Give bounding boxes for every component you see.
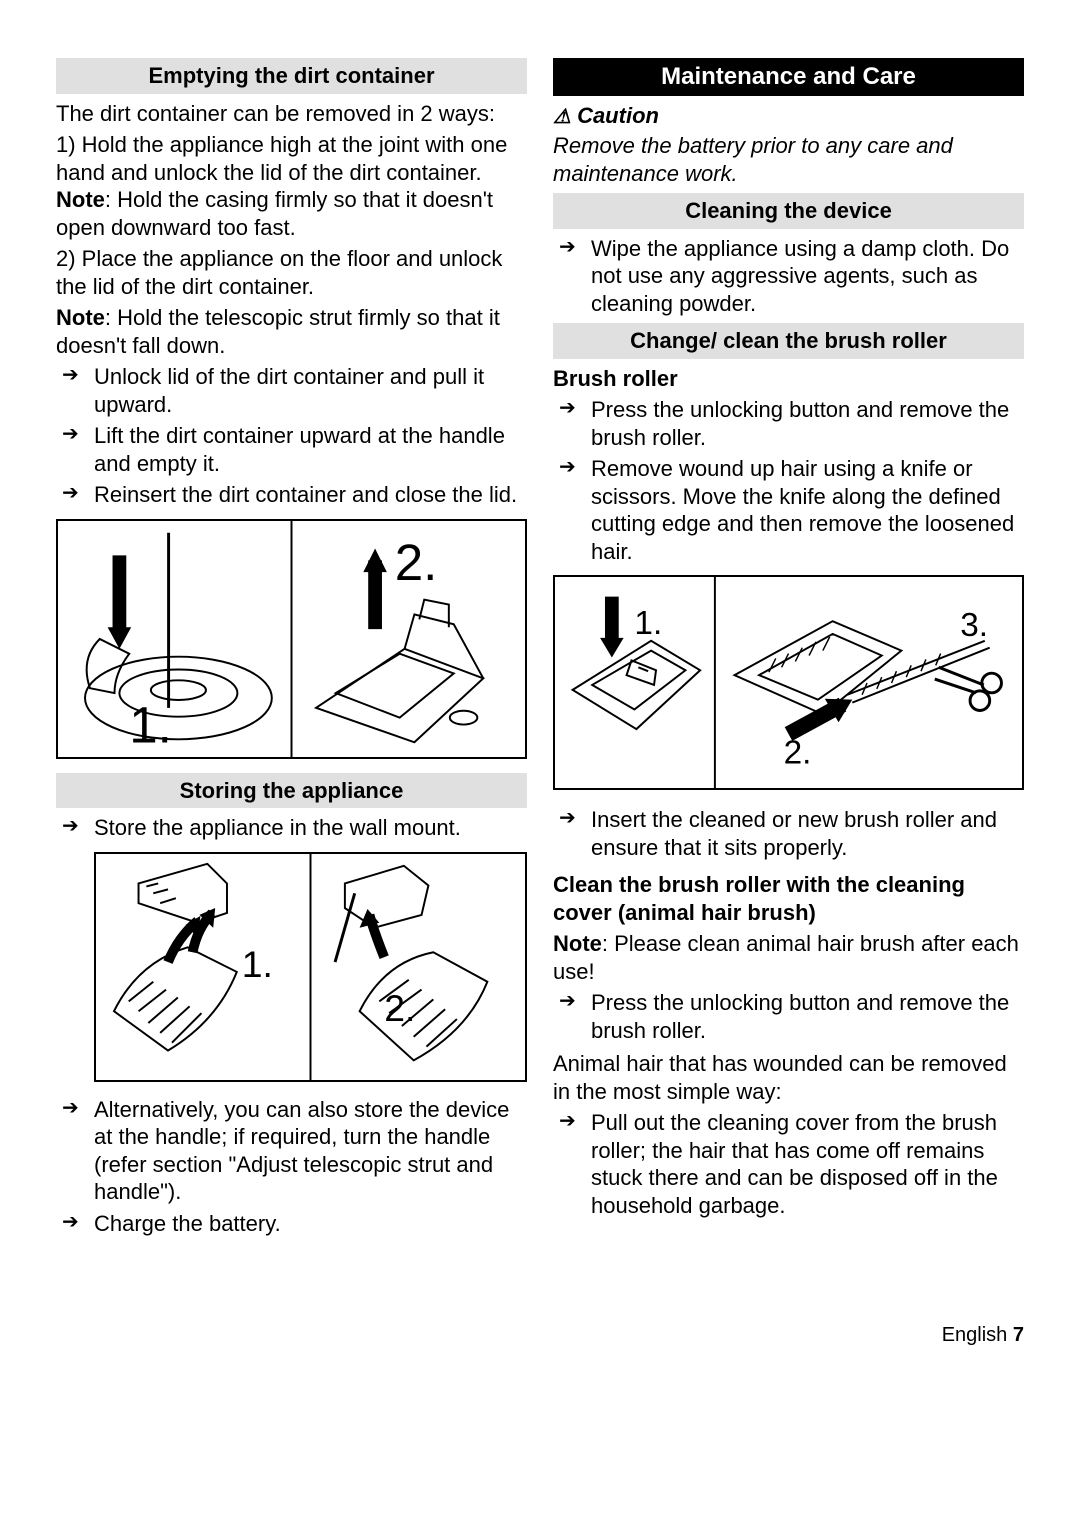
subhead-brush: Brush roller xyxy=(553,365,1024,393)
list-item: Alternatively, you can also store the de… xyxy=(94,1096,527,1206)
fig1-label-1: 1. xyxy=(129,696,172,753)
warning-icon: ⚠ xyxy=(553,106,571,128)
method-2: 2) Place the appliance on the floor and … xyxy=(56,245,527,300)
list-item: Pull out the cleaning cover from the bru… xyxy=(591,1109,1024,1219)
fig2-label-2: 2. xyxy=(384,987,415,1029)
heading-cleaning: Cleaning the device xyxy=(553,193,1024,229)
brush-list: Press the unlocking button and remove th… xyxy=(553,396,1024,565)
list-item: Reinsert the dirt container and close th… xyxy=(94,481,527,509)
fig3-label-3: 3. xyxy=(960,607,988,644)
list-item: Press the unlocking button and remove th… xyxy=(591,396,1024,451)
figure-wall-mount: 1. 2. xyxy=(94,852,527,1082)
figure-dirt-container: 1. 2. xyxy=(56,519,527,759)
subhead-cover: Clean the brush roller with the cleaning… xyxy=(553,871,1024,926)
caution-line: ⚠ Caution xyxy=(553,102,1024,130)
caution-text: Remove the battery prior to any care and… xyxy=(553,132,1024,187)
page-footer: English 7 xyxy=(56,1323,1024,1348)
cleaning-list: Wipe the appliance using a damp cloth. D… xyxy=(553,235,1024,318)
list-item: Wipe the appliance using a damp cloth. D… xyxy=(591,235,1024,318)
fig1-label-2: 2. xyxy=(395,534,438,591)
heading-emptying: Emptying the dirt container xyxy=(56,58,527,94)
footer-lang: English xyxy=(942,1324,1008,1346)
list-item: Store the appliance in the wall mount. xyxy=(94,814,527,842)
cover-list-1: Press the unlocking button and remove th… xyxy=(553,989,1024,1044)
list-item: Remove wound up hair using a knife or sc… xyxy=(591,455,1024,565)
store-list-b: Alternatively, you can also store the de… xyxy=(56,1096,527,1238)
method-1: 1) Hold the appliance high at the joint … xyxy=(56,131,527,241)
cover-list-2: Pull out the cleaning cover from the bru… xyxy=(553,1109,1024,1219)
heading-maintenance: Maintenance and Care xyxy=(553,58,1024,96)
footer-page: 7 xyxy=(1013,1324,1024,1346)
list-item: Press the unlocking button and remove th… xyxy=(591,989,1024,1044)
fig2-label-1: 1. xyxy=(242,942,273,984)
list-item: Unlock lid of the dirt container and pul… xyxy=(94,363,527,418)
intro-text: The dirt container can be removed in 2 w… xyxy=(56,100,527,128)
list-item: Charge the battery. xyxy=(94,1210,527,1238)
fig3-label-1: 1. xyxy=(634,605,662,642)
heading-brush: Change/ clean the brush roller xyxy=(553,323,1024,359)
store-list-a: Store the appliance in the wall mount. xyxy=(56,814,527,842)
list-item: Insert the cleaned or new brush roller a… xyxy=(591,806,1024,861)
fig3-label-2: 2. xyxy=(784,734,812,771)
insert-list: Insert the cleaned or new brush roller a… xyxy=(553,806,1024,861)
right-column: Maintenance and Care ⚠ Caution Remove th… xyxy=(553,58,1024,1243)
note-2: Note: Hold the telescopic strut firmly s… xyxy=(56,304,527,359)
animal-hair-text: Animal hair that has wounded can be remo… xyxy=(553,1050,1024,1105)
figure-brush-roller: 1. 2. xyxy=(553,575,1024,790)
steps-list-1: Unlock lid of the dirt container and pul… xyxy=(56,363,527,509)
left-column: Emptying the dirt container The dirt con… xyxy=(56,58,527,1243)
list-item: Lift the dirt container upward at the ha… xyxy=(94,422,527,477)
note-line: Note: Please clean animal hair brush aft… xyxy=(553,930,1024,985)
heading-storing: Storing the appliance xyxy=(56,773,527,809)
